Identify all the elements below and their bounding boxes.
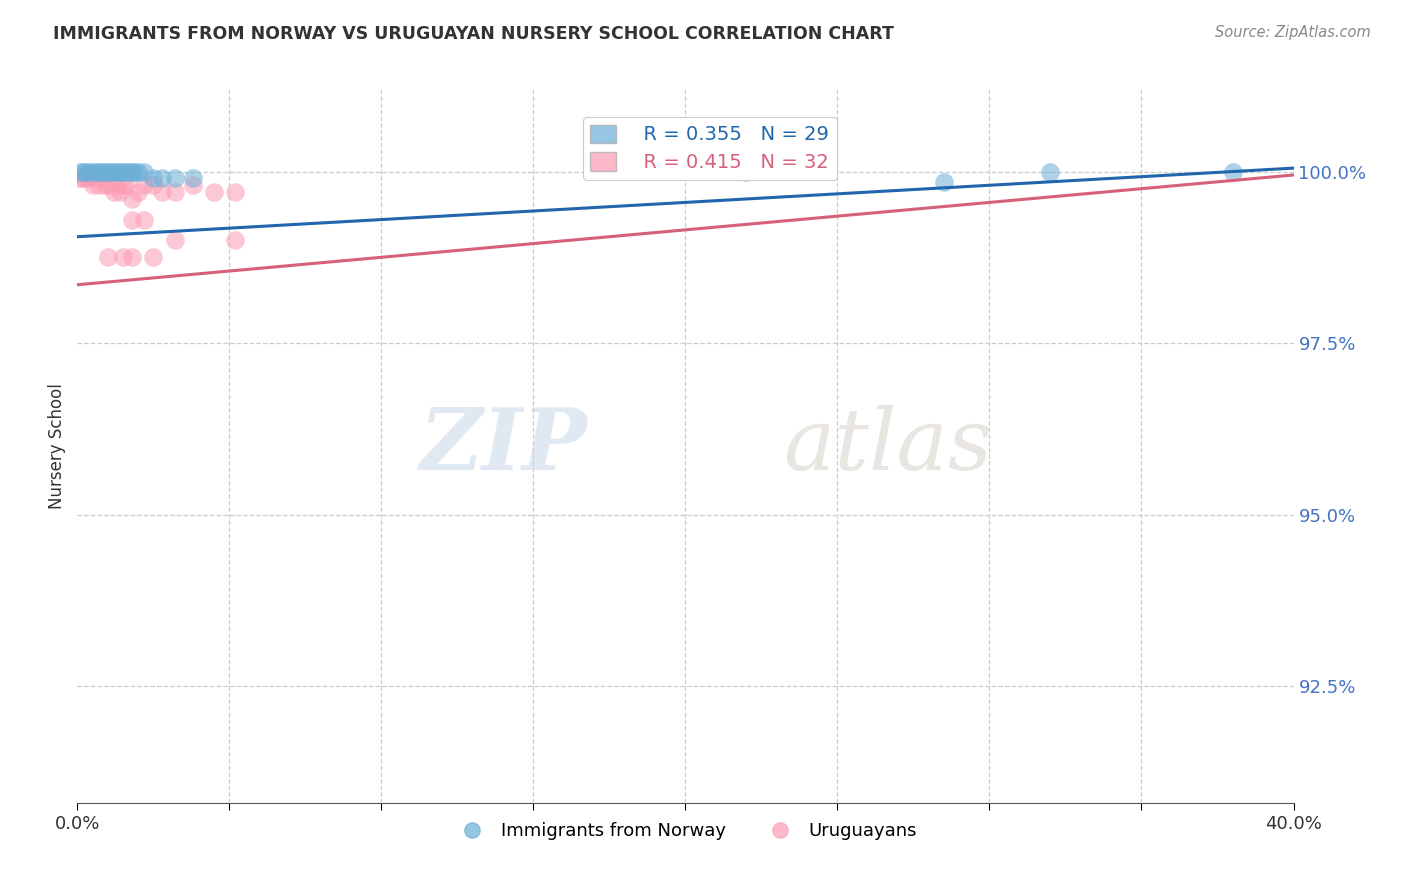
Point	[121, 192, 143, 206]
Point	[90, 164, 112, 178]
Point	[75, 171, 97, 186]
Point	[108, 164, 131, 178]
Point	[118, 164, 141, 178]
Point	[97, 178, 120, 193]
Point	[69, 164, 91, 178]
Point	[111, 250, 134, 264]
Point	[79, 171, 101, 186]
Point	[75, 164, 97, 178]
Point	[90, 171, 112, 186]
Point	[87, 164, 110, 178]
Point	[121, 212, 143, 227]
Text: IMMIGRANTS FROM NORWAY VS URUGUAYAN NURSERY SCHOOL CORRELATION CHART: IMMIGRANTS FROM NORWAY VS URUGUAYAN NURS…	[53, 25, 894, 43]
Point	[134, 212, 156, 227]
Point	[134, 164, 156, 178]
Point	[1039, 164, 1062, 178]
Point	[111, 178, 134, 193]
Y-axis label: Nursery School: Nursery School	[48, 383, 66, 509]
Point	[100, 164, 122, 178]
Point	[134, 178, 156, 193]
Point	[105, 178, 128, 193]
Point	[97, 250, 120, 264]
Point	[181, 171, 204, 186]
Point	[142, 178, 165, 193]
Point	[84, 171, 107, 186]
Text: atlas: atlas	[783, 405, 991, 487]
Point	[932, 175, 955, 189]
Legend: Immigrants from Norway, Uruguayans: Immigrants from Norway, Uruguayans	[447, 815, 924, 847]
Point	[93, 178, 115, 193]
Text: ZIP: ZIP	[420, 404, 588, 488]
Point	[181, 178, 204, 193]
Point	[127, 164, 149, 178]
Point	[79, 164, 101, 178]
Point	[82, 178, 104, 193]
Point	[115, 178, 138, 193]
Point	[1222, 164, 1244, 178]
Point	[124, 164, 146, 178]
Point	[163, 185, 186, 199]
Point	[111, 164, 134, 178]
Point	[152, 171, 174, 186]
Point	[93, 164, 115, 178]
Point	[72, 171, 94, 186]
Point	[142, 250, 165, 264]
Point	[97, 164, 120, 178]
Point	[69, 171, 91, 186]
Point	[202, 185, 225, 199]
Point	[121, 250, 143, 264]
Point	[82, 164, 104, 178]
Point	[142, 171, 165, 186]
Point	[87, 178, 110, 193]
Point	[224, 185, 246, 199]
Point	[152, 185, 174, 199]
Point	[84, 164, 107, 178]
Point	[224, 233, 246, 247]
Point	[103, 164, 125, 178]
Point	[121, 164, 143, 178]
Point	[105, 164, 128, 178]
Point	[163, 171, 186, 186]
Point	[72, 164, 94, 178]
Text: Source: ZipAtlas.com: Source: ZipAtlas.com	[1215, 25, 1371, 40]
Point	[108, 185, 131, 199]
Point	[163, 233, 186, 247]
Point	[103, 185, 125, 199]
Point	[115, 164, 138, 178]
Point	[735, 164, 758, 178]
Point	[127, 185, 149, 199]
